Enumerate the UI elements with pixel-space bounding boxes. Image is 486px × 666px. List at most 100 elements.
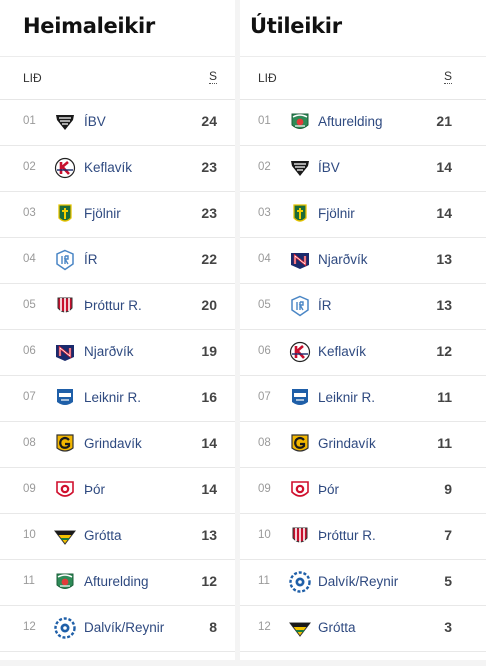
table-row[interactable]: 01 ÍBV 24 — [0, 100, 235, 146]
grindavik-logo-icon — [54, 433, 76, 455]
team-link[interactable]: Þróttur R. — [318, 528, 376, 543]
leiknir-logo-icon — [289, 387, 311, 409]
grotta-logo-icon — [288, 617, 312, 639]
table-row[interactable]: 09 Þór 9 — [240, 468, 486, 514]
table-row[interactable]: 10 Grótta 13 — [0, 514, 235, 560]
team-link[interactable]: ÍR — [84, 252, 98, 267]
rank: 08 — [23, 437, 36, 449]
table-row[interactable]: 04 Njarðvík 13 — [240, 238, 486, 284]
ir-logo-icon — [289, 295, 311, 317]
rank: 10 — [258, 529, 271, 541]
rank: 02 — [23, 161, 36, 173]
table-row[interactable]: 10 Þróttur R. 7 — [240, 514, 486, 560]
team-link[interactable]: Grótta — [318, 620, 356, 635]
points: 5 — [444, 573, 452, 589]
rank: 11 — [258, 575, 270, 587]
table-row[interactable]: 09 Þór 14 — [0, 468, 235, 514]
team-link[interactable]: Þór — [84, 482, 106, 497]
rank: 05 — [258, 299, 271, 311]
points: 14 — [436, 159, 452, 175]
team-link[interactable]: Afturelding — [318, 114, 383, 129]
team-link[interactable]: Fjölnir — [318, 206, 355, 221]
team-link[interactable]: Njarðvík — [318, 252, 368, 267]
team-link[interactable]: Grindavík — [84, 436, 142, 451]
points: 21 — [436, 113, 452, 129]
team-link[interactable]: Grótta — [84, 528, 122, 543]
table-row[interactable]: 03 Fjölnir 14 — [240, 192, 486, 238]
table-row[interactable]: 08 Grindavík 11 — [240, 422, 486, 468]
rank: 06 — [23, 345, 36, 357]
team-link[interactable]: ÍR — [318, 298, 332, 313]
table-row[interactable]: 02 Keflavík 23 — [0, 146, 235, 192]
table-row[interactable]: 07 Leiknir R. 16 — [0, 376, 235, 422]
afturelding-logo-icon — [54, 571, 76, 593]
table-row[interactable]: 11 Afturelding 12 — [0, 560, 235, 606]
rank: 02 — [258, 161, 271, 173]
leiknir-logo-icon — [54, 387, 76, 409]
team-link[interactable]: Keflavík — [84, 160, 133, 175]
njardvik-logo-icon — [289, 249, 311, 271]
table-row[interactable]: 02 ÍBV 14 — [240, 146, 486, 192]
points: 11 — [437, 389, 452, 405]
team-link[interactable]: Þróttur R. — [84, 298, 142, 313]
points: 12 — [436, 343, 452, 359]
team-link[interactable]: Njarðvík — [84, 344, 134, 359]
throttur-logo-icon — [54, 295, 76, 317]
away-standings-title: Útileikir — [240, 0, 486, 57]
rank: 12 — [258, 621, 271, 633]
points: 19 — [201, 343, 217, 359]
table-row[interactable]: 03 Fjölnir 23 — [0, 192, 235, 238]
team-link[interactable]: Leiknir R. — [84, 390, 142, 405]
team-link[interactable]: Fjölnir — [84, 206, 121, 221]
team-link[interactable]: Grindavík — [318, 436, 376, 451]
home-table-body: 01 ÍBV 24 02 Keflavík 23 03 Fjölnir 23 04 ÍR 22 … — [0, 100, 235, 652]
team-link[interactable]: Leiknir R. — [318, 390, 376, 405]
table-row[interactable]: 05 Þróttur R. 20 — [0, 284, 235, 330]
points: 14 — [201, 435, 217, 451]
team-link[interactable]: Þór — [318, 482, 340, 497]
team-link[interactable]: ÍBV — [84, 114, 106, 129]
points: 22 — [201, 251, 217, 267]
team-link[interactable]: Dalvík/Reynir — [318, 574, 399, 589]
table-row[interactable]: 06 Keflavík 12 — [240, 330, 486, 376]
fjolnir-logo-icon — [54, 203, 76, 225]
rank: 08 — [258, 437, 271, 449]
points-column-header[interactable]: S — [208, 69, 217, 84]
away-standings-panel: Útileikir LIÐ S 01 Afturelding 21 02 ÍBV 14 … — [240, 0, 486, 660]
rank: 10 — [23, 529, 36, 541]
team-column-header: LIÐ — [258, 71, 277, 85]
table-row[interactable]: 01 Afturelding 21 — [240, 100, 486, 146]
table-row[interactable]: 08 Grindavík 14 — [0, 422, 235, 468]
rank: 04 — [258, 253, 271, 265]
afturelding-logo-icon — [289, 111, 311, 133]
table-row[interactable]: 04 ÍR 22 — [0, 238, 235, 284]
team-link[interactable]: Dalvík/Reynir — [84, 620, 165, 635]
throttur-logo-icon — [289, 525, 311, 547]
table-row[interactable]: 07 Leiknir R. 11 — [240, 376, 486, 422]
table-row[interactable]: 05 ÍR 13 — [240, 284, 486, 330]
team-link[interactable]: Afturelding — [84, 574, 149, 589]
rank: 06 — [258, 345, 271, 357]
home-standings-panel: Heimaleikir LIÐ S 01 ÍBV 24 02 Keflavík 23 0… — [0, 0, 235, 660]
ir-logo-icon — [54, 249, 76, 271]
points: 13 — [201, 527, 217, 543]
points: 14 — [201, 481, 217, 497]
team-link[interactable]: Keflavík — [318, 344, 367, 359]
table-row[interactable]: 12 Grótta 3 — [240, 606, 486, 652]
points: 13 — [436, 297, 452, 313]
points: 24 — [201, 113, 217, 129]
points-column-header[interactable]: S — [443, 69, 452, 84]
team-link[interactable]: ÍBV — [318, 160, 340, 175]
rank: 04 — [23, 253, 36, 265]
table-row[interactable]: 06 Njarðvík 19 — [0, 330, 235, 376]
home-standings-title: Heimaleikir — [0, 0, 235, 57]
thor-logo-icon — [54, 479, 76, 501]
fjolnir-logo-icon — [289, 203, 311, 225]
points: 3 — [444, 619, 452, 635]
keflavik-logo-icon — [289, 341, 311, 363]
points: 7 — [444, 527, 452, 543]
table-row[interactable]: 12 Dalvík/Reynir 8 — [0, 606, 235, 652]
rank: 07 — [258, 391, 271, 403]
table-row[interactable]: 11 Dalvík/Reynir 5 — [240, 560, 486, 606]
away-table-header: LIÐ S — [240, 57, 486, 100]
